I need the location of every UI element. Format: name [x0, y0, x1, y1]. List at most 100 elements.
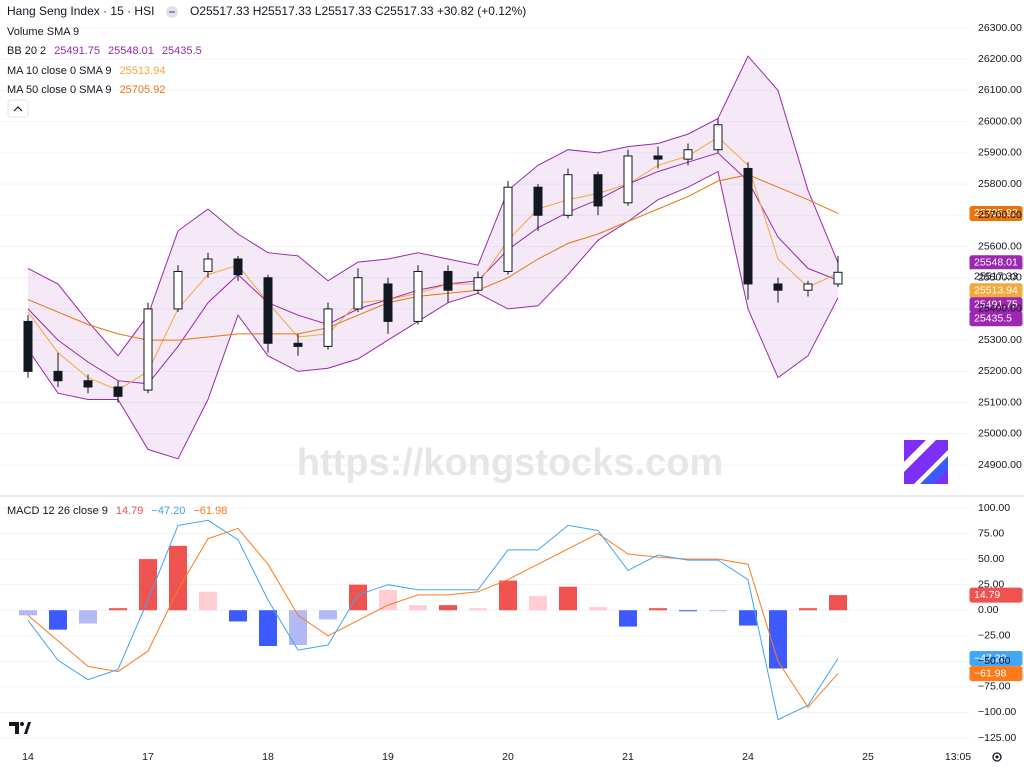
bb-legend: BB 20 2 25491.75 25548.01 25435.5 [7, 45, 202, 57]
y-tick-label: 75.00 [978, 527, 1004, 539]
histogram-bar [439, 605, 457, 611]
tradingview-logo [9, 722, 31, 734]
status-icon [166, 6, 178, 18]
candle-body [173, 270, 183, 310]
x-tick-label: 17 [142, 751, 154, 763]
candle-body [833, 271, 843, 285]
ma-line [27, 174, 839, 341]
y-tick-label: −125.00 [978, 732, 1016, 744]
value-tag [969, 205, 1023, 221]
y-tick-label: 25500.00 [978, 271, 1022, 283]
histogram-bar [469, 608, 487, 611]
legend-value: 25513.94 [120, 65, 166, 77]
tv-mark-v [24, 722, 31, 734]
y-tick-label: 25100.00 [978, 396, 1022, 408]
bb-band-fill [28, 56, 838, 459]
value-tag-label: 25517.33 [974, 271, 1018, 283]
y-tick-label: 24900.00 [978, 459, 1022, 471]
ma10-legend: MA 10 close 0 SMA 9 25513.94 [7, 65, 165, 77]
histogram-bar [529, 595, 547, 611]
y-tick-label: 0.00 [978, 604, 999, 616]
histogram-bar [709, 610, 727, 612]
value-tag [969, 311, 1023, 327]
y-tick-label: 100.00 [978, 502, 1010, 514]
y-tick-label: 25600.00 [978, 240, 1022, 252]
y-tick-label: 26200.00 [978, 53, 1022, 65]
histogram-bar [79, 610, 97, 624]
candle-body [803, 283, 813, 291]
histogram-bar [169, 545, 187, 611]
tv-mark-t [9, 722, 19, 734]
collapse-chevron [13, 106, 23, 112]
y-tick-label: 25200.00 [978, 365, 1022, 377]
value-tag-label: −61.98 [974, 667, 1007, 679]
candle-body [713, 124, 723, 151]
legend-name: BB 20 2 [7, 45, 46, 57]
candle-body [443, 270, 453, 291]
x-tick-label: 25 [862, 751, 874, 763]
histogram-bar [409, 605, 427, 611]
histogram-bar [739, 610, 757, 626]
grid-layer [0, 27, 970, 739]
candle-body [323, 308, 333, 347]
y-tick-label: 25700.00 [978, 209, 1022, 221]
value-tag [969, 666, 1023, 682]
bb-lower-line [27, 170, 839, 460]
chart-title: Hang Seng Index · 15 · HSI [7, 4, 154, 18]
collapse-box[interactable] [7, 99, 29, 118]
candle-body [353, 277, 363, 310]
x-tick-label: 20 [502, 751, 514, 763]
legend-value: 25548.01 [108, 45, 154, 57]
ma50-legend: MA 50 close 0 SMA 9 25705.92 [7, 84, 165, 96]
x-tick-label: 13:05 [945, 751, 971, 763]
histogram-bar [679, 610, 697, 612]
ohlc-readout: O25517.33 H25517.33 L25517.33 C25517.33 … [190, 4, 526, 18]
y-tick-label: −25.00 [978, 630, 1011, 642]
bb-upper-line [27, 55, 839, 357]
histogram-bar [799, 608, 817, 611]
brand-logo [904, 440, 948, 484]
candle-body [773, 283, 783, 291]
histogram-bar [379, 589, 397, 611]
value-tag-label: 25435.5 [974, 313, 1012, 325]
collapse-button[interactable] [7, 99, 29, 118]
y-tick-label: 26100.00 [978, 84, 1022, 96]
candle-body [473, 277, 483, 291]
signal-line [27, 527, 839, 709]
y-tick-label: 26000.00 [978, 115, 1022, 127]
x-tick-label: 14 [22, 751, 34, 763]
histogram-bar [649, 608, 667, 611]
histogram-bar [559, 586, 577, 611]
y-tick-label: −50.00 [978, 655, 1011, 667]
tv-mark-dot [20, 722, 24, 726]
candle-body [653, 155, 663, 160]
y-tick-label: 25400.00 [978, 303, 1022, 315]
candle-body [263, 277, 273, 344]
value-tag-label: 25548.01 [974, 257, 1018, 269]
value-tag-label: 25705.92 [974, 207, 1018, 219]
value-tag [969, 650, 1023, 666]
bb-basis-line [27, 152, 839, 385]
candle-body [53, 370, 63, 382]
candle-body [563, 174, 573, 216]
legend-value: 25435.5 [162, 45, 202, 57]
logo-stripes [904, 440, 948, 484]
candle-body [293, 342, 303, 347]
histogram-bar [109, 608, 127, 611]
logo-accent [920, 456, 948, 484]
y-tick-label: 25900.00 [978, 147, 1022, 159]
y-tick-label: 25.00 [978, 578, 1004, 590]
legend-name: MA 10 close 0 SMA 9 [7, 65, 112, 77]
candle-body [383, 283, 393, 322]
candle-body [743, 167, 753, 285]
x-tick-label: 24 [742, 751, 754, 763]
tag-layer: 25705.92 25548.01 25517.33 25513.94 25491.75… [969, 205, 1023, 682]
settings-button[interactable] [992, 752, 1002, 762]
candle-body [113, 386, 123, 397]
y-tick-label: 25000.00 [978, 428, 1022, 440]
settings-gear[interactable] [992, 752, 1002, 762]
y-tick-label: 26300.00 [978, 22, 1022, 34]
volume-legend: Volume SMA 9 [7, 26, 79, 38]
